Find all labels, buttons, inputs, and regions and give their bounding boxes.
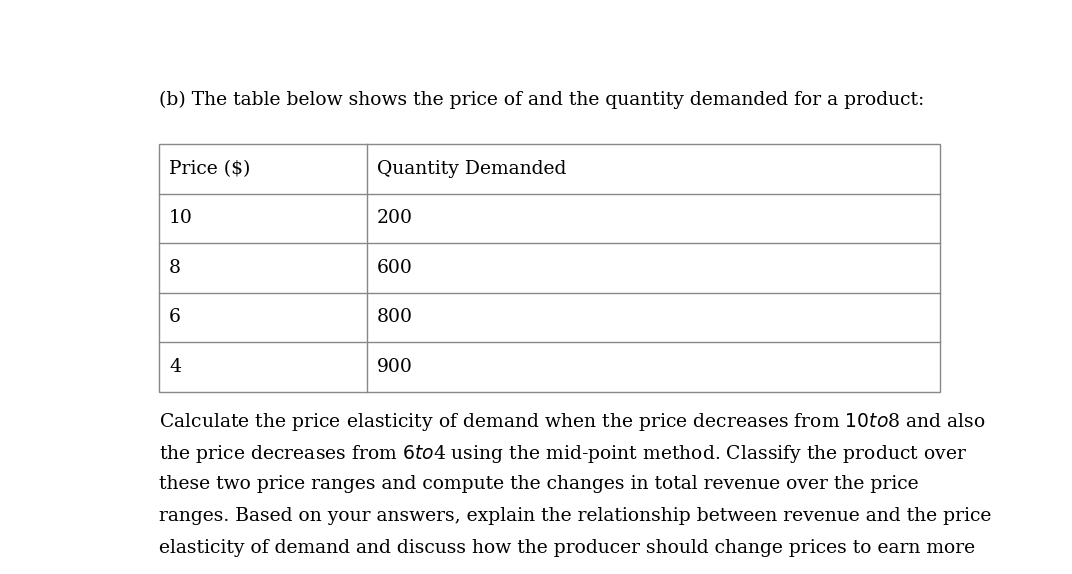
Text: 4: 4 bbox=[169, 358, 181, 376]
Text: 900: 900 bbox=[376, 358, 413, 376]
Text: Calculate the price elasticity of demand when the price decreases from $10 to $8: Calculate the price elasticity of demand… bbox=[159, 412, 985, 433]
Text: 6: 6 bbox=[169, 308, 181, 326]
Text: elasticity of demand and discuss how the producer should change prices to earn m: elasticity of demand and discuss how the… bbox=[159, 539, 976, 557]
Text: these two price ranges and compute the changes in total revenue over the price: these two price ranges and compute the c… bbox=[159, 475, 919, 493]
Text: 200: 200 bbox=[376, 210, 413, 227]
Text: 8: 8 bbox=[169, 259, 181, 277]
Text: (b) The table below shows the price of and the quantity demanded for a product:: (b) The table below shows the price of a… bbox=[159, 91, 924, 109]
Text: 800: 800 bbox=[376, 308, 413, 326]
Bar bbox=[159, 144, 940, 391]
Text: 600: 600 bbox=[376, 259, 413, 277]
Text: Quantity Demanded: Quantity Demanded bbox=[376, 160, 566, 178]
Text: Price ($): Price ($) bbox=[169, 160, 250, 178]
Text: ranges. Based on your answers, explain the relationship between revenue and the : ranges. Based on your answers, explain t… bbox=[159, 507, 992, 525]
Text: revenue.: revenue. bbox=[159, 571, 241, 574]
Text: 10: 10 bbox=[169, 210, 193, 227]
Text: the price decreases from $6 to $4 using the mid-point method. Classify the produ: the price decreases from $6 to $4 using … bbox=[159, 443, 967, 466]
